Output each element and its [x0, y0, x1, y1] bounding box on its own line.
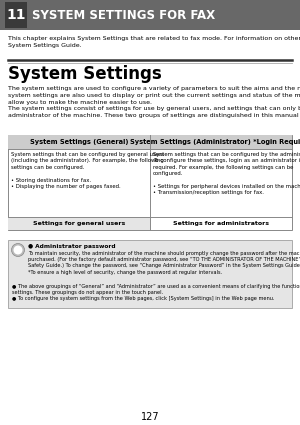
Bar	[8, 135, 292, 230]
Bar	[0, 0, 300, 30]
Text: ● The above groupings of “General” and “Administrator” are used as a convenient : ● The above groupings of “General” and “…	[12, 284, 300, 295]
Bar	[5, 2, 27, 28]
Text: Settings for general users: Settings for general users	[33, 221, 125, 226]
Bar	[8, 240, 292, 308]
Text: System Settings: System Settings	[8, 65, 162, 83]
Text: This chapter explains System Settings that are related to fax mode. For informat: This chapter explains System Settings th…	[8, 36, 300, 48]
Text: 11: 11	[6, 8, 26, 22]
Circle shape	[14, 246, 22, 255]
Text: System settings that can be configured by the administrator.
To configure these : System settings that can be configured b…	[153, 152, 300, 196]
Text: To maintain security, the administrator of the machine should promptly change th: To maintain security, the administrator …	[28, 251, 300, 275]
Text: Settings for administrators: Settings for administrators	[173, 221, 269, 226]
Text: SYSTEM SETTINGS FOR FAX: SYSTEM SETTINGS FOR FAX	[32, 8, 215, 22]
Bar	[8, 217, 150, 230]
Text: System settings that can be configured by general users
(including the administr: System settings that can be configured b…	[11, 152, 164, 189]
Text: ● To configure the system settings from the Web pages, click [System Settings] i: ● To configure the system settings from …	[12, 296, 274, 301]
Text: System Settings (Administrator) *Login Required: System Settings (Administrator) *Login R…	[130, 139, 300, 145]
Text: System Settings (General): System Settings (General)	[30, 139, 128, 145]
Bar	[8, 135, 150, 149]
Text: The system settings are used to configure a variety of parameters to suit the ai: The system settings are used to configur…	[8, 86, 300, 118]
Text: ● Administrator password: ● Administrator password	[28, 244, 116, 249]
Circle shape	[11, 244, 25, 257]
Text: 127: 127	[141, 412, 159, 422]
Bar	[150, 135, 292, 149]
